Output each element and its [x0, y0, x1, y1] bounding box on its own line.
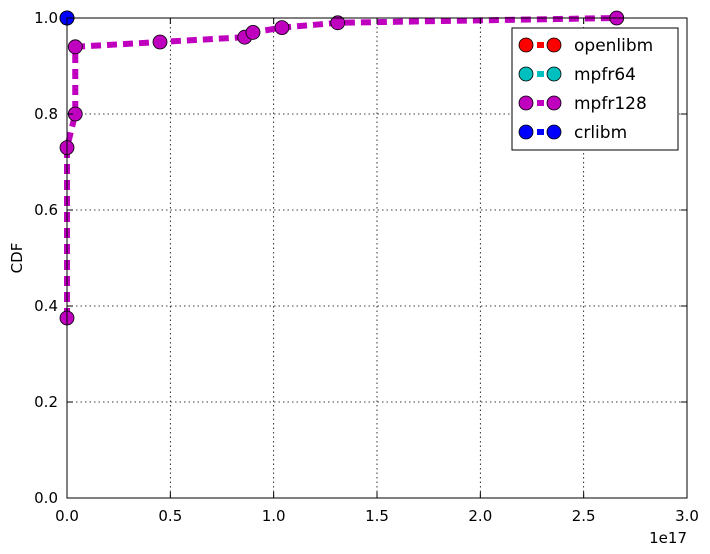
x-tick-label: 3.0 — [675, 507, 699, 525]
data-point-mpfr128 — [330, 15, 346, 31]
legend-marker — [546, 37, 562, 53]
legend-label: openlibm — [574, 36, 653, 56]
data-point-mpfr128 — [245, 25, 261, 40]
legend-label: mpfr128 — [574, 94, 647, 114]
y-axis-label: CDF — [8, 243, 26, 274]
legend-entry-openlibm: openlibm — [518, 36, 653, 56]
y-tick-label: 0.8 — [34, 105, 58, 123]
legend-marker — [546, 66, 562, 82]
legend-marker — [518, 95, 534, 111]
y-tick-label: 0.2 — [34, 393, 58, 411]
legend-marker — [518, 37, 534, 53]
x-axis-offset-label: 1e17 — [649, 529, 687, 547]
x-tick-label: 1.0 — [262, 507, 286, 525]
x-tick-label: 2.5 — [572, 507, 596, 525]
legend-marker — [518, 66, 534, 82]
x-tick-label: 0.5 — [158, 507, 182, 525]
data-point-mpfr128 — [67, 39, 83, 55]
legend-marker — [546, 95, 562, 111]
legend-label: mpfr64 — [574, 65, 636, 85]
legend-marker — [518, 124, 534, 140]
legend-entry-mpfr64: mpfr64 — [518, 65, 636, 85]
data-point-mpfr128 — [152, 34, 168, 50]
y-tick-label: 1.0 — [34, 9, 58, 27]
legend-label: crlibm — [574, 123, 627, 143]
y-tick-label: 0.4 — [34, 297, 58, 315]
grid — [67, 18, 687, 498]
x-tick-label: 1.5 — [365, 507, 389, 525]
legend-entry-crlibm: crlibm — [518, 123, 627, 143]
axis-ticks: 0.0 0.5 1.0 1.5 2.0 2.5 3.0 0.0 0.2 0.4 0.6 0.8 1.0 — [34, 9, 699, 525]
x-tick-label: 0.0 — [55, 507, 79, 525]
y-tick-label: 0.0 — [34, 489, 58, 507]
legend: openlibm mpfr64 mpfr128 crlibm — [511, 27, 679, 151]
x-tick-label: 2.0 — [468, 507, 492, 525]
legend-entry-mpfr128: mpfr128 — [518, 94, 647, 114]
data-point-mpfr128 — [274, 20, 290, 36]
y-tick-label: 0.6 — [34, 201, 58, 219]
legend-marker — [546, 124, 562, 140]
